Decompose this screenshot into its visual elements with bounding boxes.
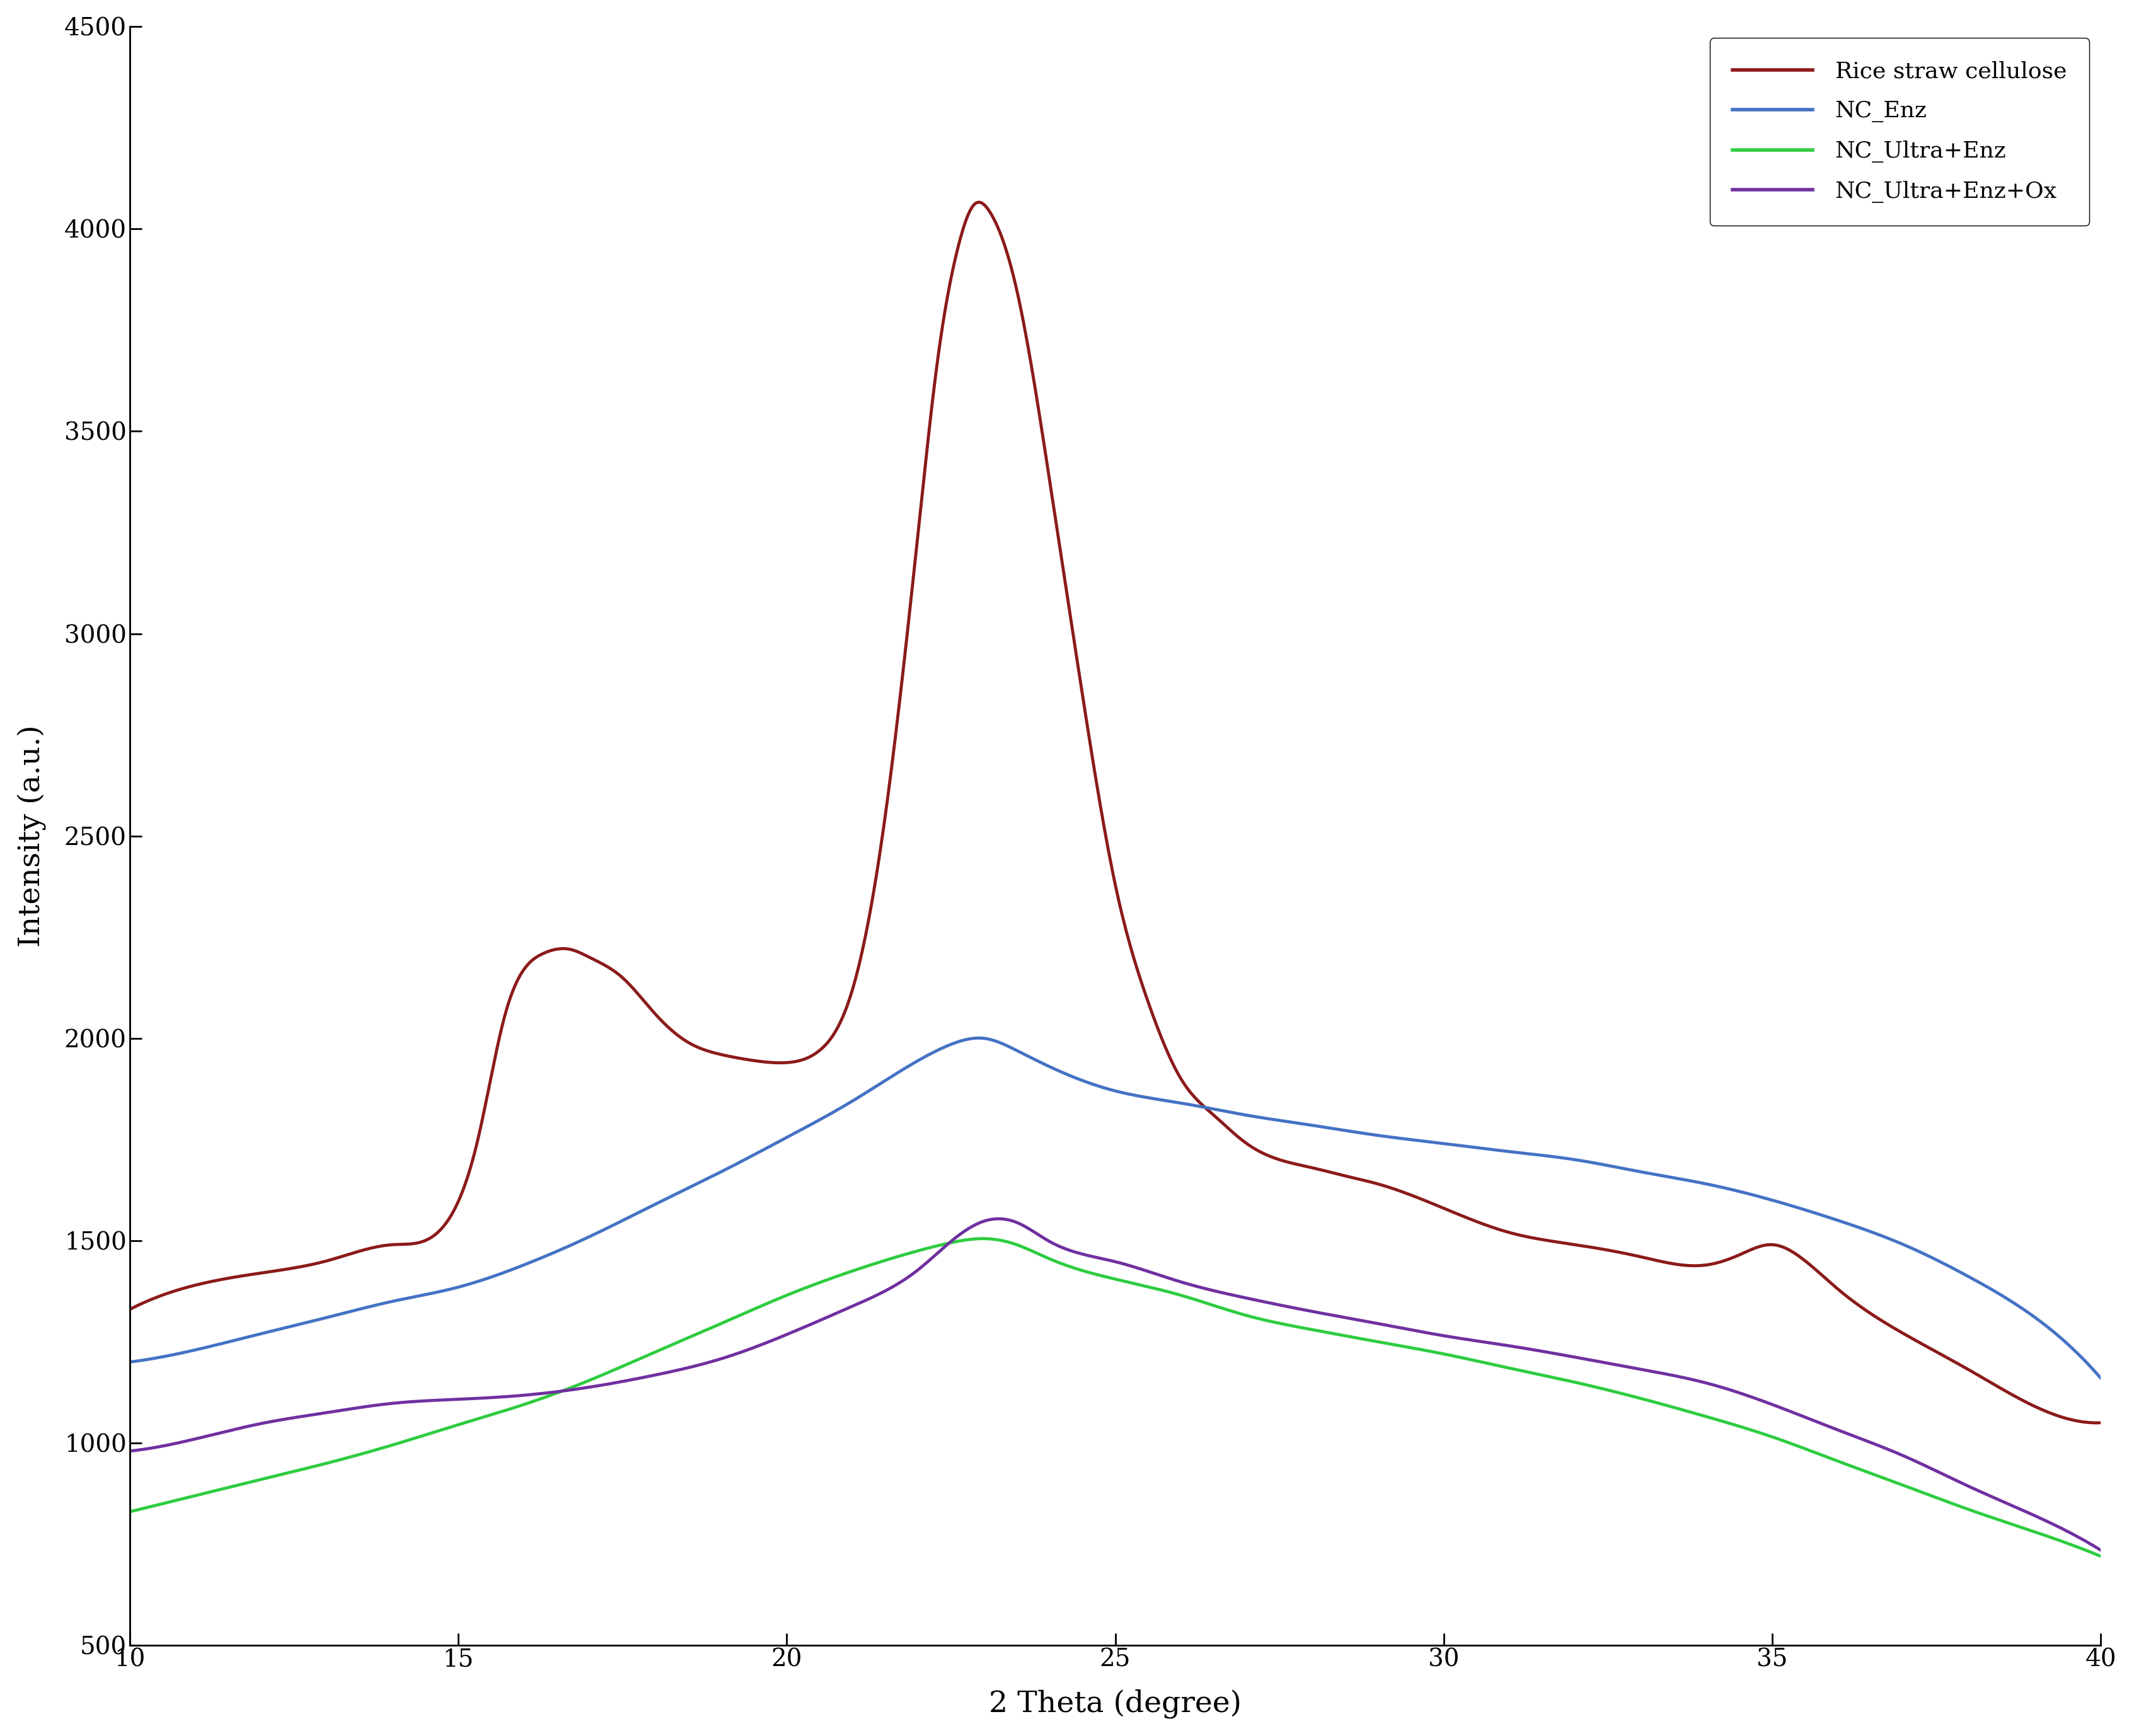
NC_Ultra+Enz: [1692, 1406, 1718, 1427]
NC_Enz: [2087, 1368, 2113, 1389]
NC_Enz: [988, 1033, 1014, 1054]
NC_Ultra+Enz+Ox: [1656, 1364, 1682, 1385]
NC_Enz: [117, 1352, 143, 1373]
Line: NC_Ultra+Enz+Ox: NC_Ultra+Enz+Ox: [130, 1219, 2100, 1550]
Rice straw cellulose: [965, 193, 990, 214]
NC_Ultra+Enz: [1656, 1396, 1682, 1417]
X-axis label: 2 Theta (degree): 2 Theta (degree): [988, 1689, 1242, 1719]
NC_Ultra+Enz: [2087, 1545, 2113, 1566]
Rice straw cellulose: [318, 1250, 344, 1271]
Legend: Rice straw cellulose, NC_Enz, NC_Ultra+Enz, NC_Ultra+Enz+Ox: Rice straw cellulose, NC_Enz, NC_Ultra+E…: [1709, 38, 2089, 226]
NC_Ultra+Enz+Ox: [986, 1208, 1012, 1229]
NC_Enz: [913, 1045, 939, 1066]
NC_Ultra+Enz: [913, 1238, 939, 1259]
Rice straw cellulose: [1656, 1253, 1682, 1274]
Line: NC_Enz: NC_Enz: [130, 1038, 2100, 1378]
Rice straw cellulose: [1692, 1255, 1718, 1276]
NC_Ultra+Enz+Ox: [1472, 1332, 1498, 1352]
NC_Ultra+Enz: [117, 1502, 143, 1522]
Rice straw cellulose: [2087, 1413, 2113, 1434]
NC_Enz: [1656, 1167, 1682, 1187]
NC_Ultra+Enz+Ox: [988, 1208, 1014, 1229]
Rice straw cellulose: [1472, 1215, 1498, 1236]
NC_Ultra+Enz: [988, 1229, 1014, 1250]
NC_Ultra+Enz+Ox: [2087, 1540, 2113, 1561]
Rice straw cellulose: [117, 1299, 143, 1319]
Y-axis label: Intensity (a.u.): Intensity (a.u.): [17, 726, 47, 948]
Line: Rice straw cellulose: Rice straw cellulose: [130, 203, 2100, 1424]
NC_Enz: [965, 1028, 990, 1049]
NC_Ultra+Enz: [318, 1451, 344, 1472]
Rice straw cellulose: [988, 222, 1014, 243]
NC_Ultra+Enz+Ox: [913, 1252, 939, 1272]
NC_Ultra+Enz+Ox: [1692, 1371, 1718, 1392]
NC_Ultra+Enz+Ox: [117, 1441, 143, 1462]
Line: NC_Ultra+Enz: NC_Ultra+Enz: [130, 1238, 2100, 1555]
NC_Ultra+Enz+Ox: [318, 1401, 344, 1422]
NC_Enz: [1692, 1174, 1718, 1194]
NC_Ultra+Enz: [969, 1227, 994, 1248]
NC_Enz: [1472, 1139, 1498, 1160]
NC_Ultra+Enz: [1472, 1352, 1498, 1373]
Rice straw cellulose: [2085, 1413, 2111, 1434]
NC_Enz: [318, 1305, 344, 1326]
Rice straw cellulose: [913, 441, 939, 462]
